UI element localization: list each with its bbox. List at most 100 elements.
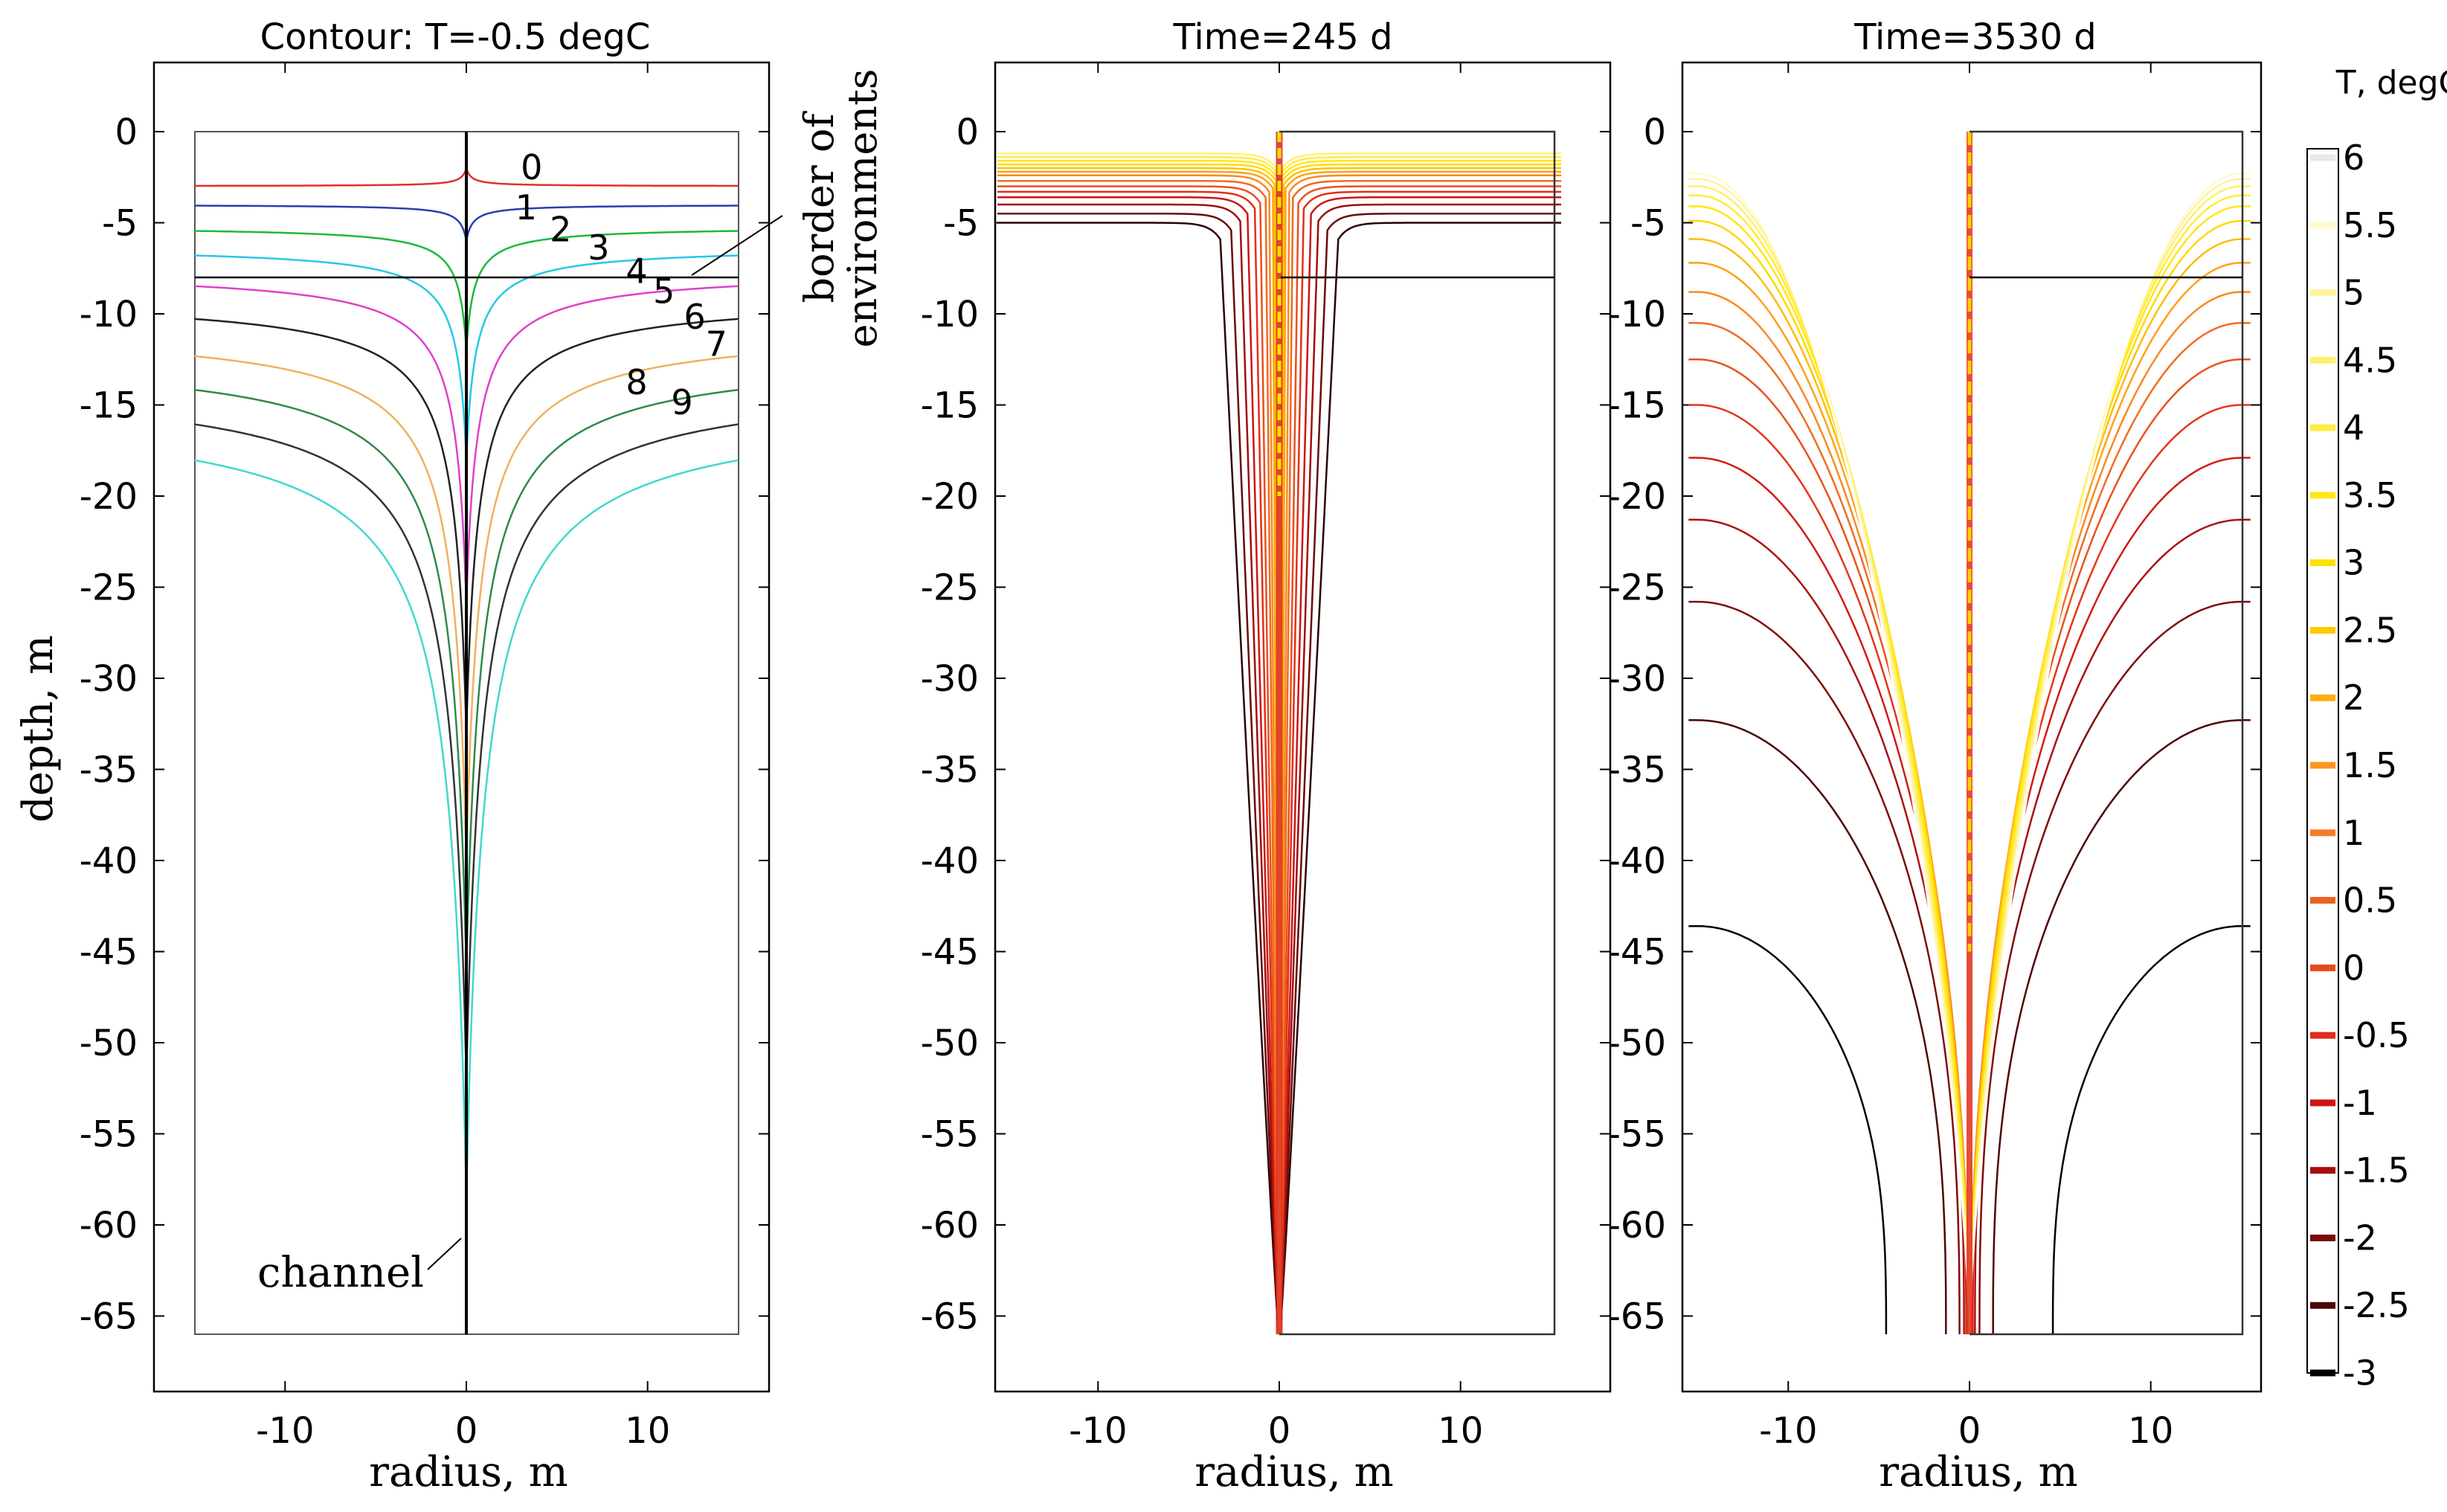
- y-tick-label: -60: [1608, 1205, 1666, 1246]
- border-annotation-text-1: border of: [796, 111, 843, 303]
- contour-line: [466, 355, 739, 847]
- isotherm: [1279, 152, 1561, 1336]
- x-axis-label: radius, m: [1194, 1448, 1393, 1496]
- isotherm: [997, 222, 1280, 1336]
- contour-line: [466, 230, 739, 345]
- x-tick-label: -10: [1069, 1410, 1127, 1452]
- y-tick-label: 0: [1643, 112, 1666, 153]
- isotherm: [1688, 219, 1970, 1334]
- y-tick-label: -45: [1608, 932, 1666, 974]
- axes-frame: [994, 61, 1612, 1393]
- isotherm: [1279, 213, 1561, 1336]
- y-tick-label: -55: [80, 1114, 138, 1156]
- isotherm: [1688, 178, 1971, 1335]
- contour-line: [466, 169, 739, 187]
- contour-line: [194, 318, 467, 721]
- panel-title: Time=3530 d: [1853, 16, 2097, 58]
- y-tick-label: -65: [80, 1296, 138, 1338]
- y-tick-label: -25: [1608, 567, 1666, 609]
- contour-line: [194, 230, 467, 345]
- axes-frame: [152, 61, 771, 1393]
- y-tick-label: -45: [921, 932, 979, 974]
- axis-ticks: 0 -5 -10 -15 -20 -25 -30 -35 -40 -45 -50 -55 -60 -65 -…: [80, 62, 769, 1452]
- border-annotation: border of environments: [691, 69, 886, 348]
- contour-label: 7: [706, 324, 727, 364]
- contour-label: 0: [521, 147, 542, 187]
- y-tick-label: -55: [1608, 1114, 1666, 1156]
- colorbar-label: -2: [2343, 1217, 2377, 1258]
- y-tick-label: -40: [921, 840, 979, 882]
- colorbar-label: 5.5: [2343, 205, 2397, 245]
- y-tick-label: -20: [80, 476, 138, 518]
- isotherm: [997, 156, 1280, 1336]
- colorbar-title: T, degC: [2335, 64, 2447, 102]
- isotherm: [1688, 167, 1971, 1334]
- x-tick-label: 0: [455, 1410, 478, 1452]
- y-tick-label: 0: [115, 112, 138, 153]
- y-tick-label: -25: [80, 567, 138, 609]
- x-tick-label: 10: [625, 1410, 670, 1452]
- contour-line: [466, 423, 739, 1064]
- colorbar-label: 4.5: [2343, 340, 2397, 380]
- isotherm: [1279, 203, 1561, 1336]
- contour-line: [194, 169, 467, 187]
- isotherm: [1279, 163, 1561, 1336]
- colorbar: T, degC 6 5.5 5 4.5 4 3.5 3 2.5 2 1.5 1 0.5 0 -0.5 -1 -…: [2306, 64, 2447, 1393]
- colorbar-label: -1.5: [2343, 1151, 2410, 1191]
- isotherm: [1969, 262, 2251, 1335]
- contour-line: [466, 388, 739, 956]
- y-tick-label: -35: [921, 750, 979, 791]
- isotherm: [997, 163, 1280, 1336]
- isotherm: [997, 152, 1280, 1336]
- contour-label: 5: [653, 271, 675, 312]
- contour-line: [194, 355, 467, 847]
- colorbar-label: 4: [2343, 408, 2364, 448]
- domain-outline: [1279, 130, 1556, 1336]
- contour-line: [466, 285, 739, 595]
- isotherm: [1968, 194, 2251, 1334]
- isotherm: [1968, 205, 2251, 1335]
- y-tick-label: -5: [102, 203, 138, 245]
- colorbar-label: -0.5: [2343, 1015, 2410, 1055]
- colorbar-label: 3.5: [2343, 475, 2397, 515]
- contour-label: 6: [684, 297, 705, 337]
- isotherm: [1279, 174, 1561, 1336]
- contour-line: [194, 254, 467, 452]
- border-annotation-text-2: environments: [839, 69, 886, 348]
- isotherms: [997, 132, 1561, 1336]
- isotherm: [2051, 924, 2251, 1334]
- isotherm: [1688, 291, 1970, 1334]
- isotherm: [1688, 205, 1971, 1335]
- isotherm: [997, 179, 1280, 1336]
- y-tick-label: 0: [956, 112, 979, 153]
- contour-label: 4: [626, 251, 647, 292]
- isotherms: [1688, 132, 2251, 1335]
- isotherm: [1968, 178, 2251, 1335]
- y-tick-label: -50: [1608, 1023, 1666, 1064]
- y-tick-label: -5: [943, 203, 979, 245]
- isotherm: [1968, 173, 2251, 1334]
- colorbar-label: 2.5: [2343, 610, 2397, 650]
- contour-line: [194, 205, 467, 239]
- y-tick-label: -50: [80, 1023, 138, 1064]
- x-tick-label: 10: [2128, 1410, 2173, 1452]
- isotherm: [1688, 194, 1971, 1334]
- isotherm: [1688, 262, 1970, 1335]
- x-tick-label: -10: [256, 1410, 314, 1452]
- isotherm: [1688, 600, 1961, 1335]
- isotherm: [1968, 185, 2251, 1335]
- isotherm: [1992, 719, 2251, 1334]
- y-tick-label: -5: [1630, 203, 1666, 245]
- y-axis-label: depth, m: [14, 635, 62, 823]
- colorbar-label: 5: [2343, 273, 2364, 313]
- time-3530-panel: Time=3530 d 0 -5 -10 -15 -20 -25 -30 -35 -40 -45 -…: [1608, 16, 2263, 1496]
- isotherm: [1688, 173, 1971, 1334]
- contour-line: [466, 205, 739, 239]
- x-axis-label: radius, m: [369, 1448, 567, 1496]
- contour-line: [194, 388, 467, 956]
- panel-title: Contour: T=-0.5 degC: [260, 16, 651, 58]
- isotherm: [1969, 219, 2251, 1334]
- x-tick-label: -10: [1759, 1410, 1817, 1452]
- isotherm: [1978, 600, 2251, 1335]
- y-tick-label: -10: [921, 294, 979, 335]
